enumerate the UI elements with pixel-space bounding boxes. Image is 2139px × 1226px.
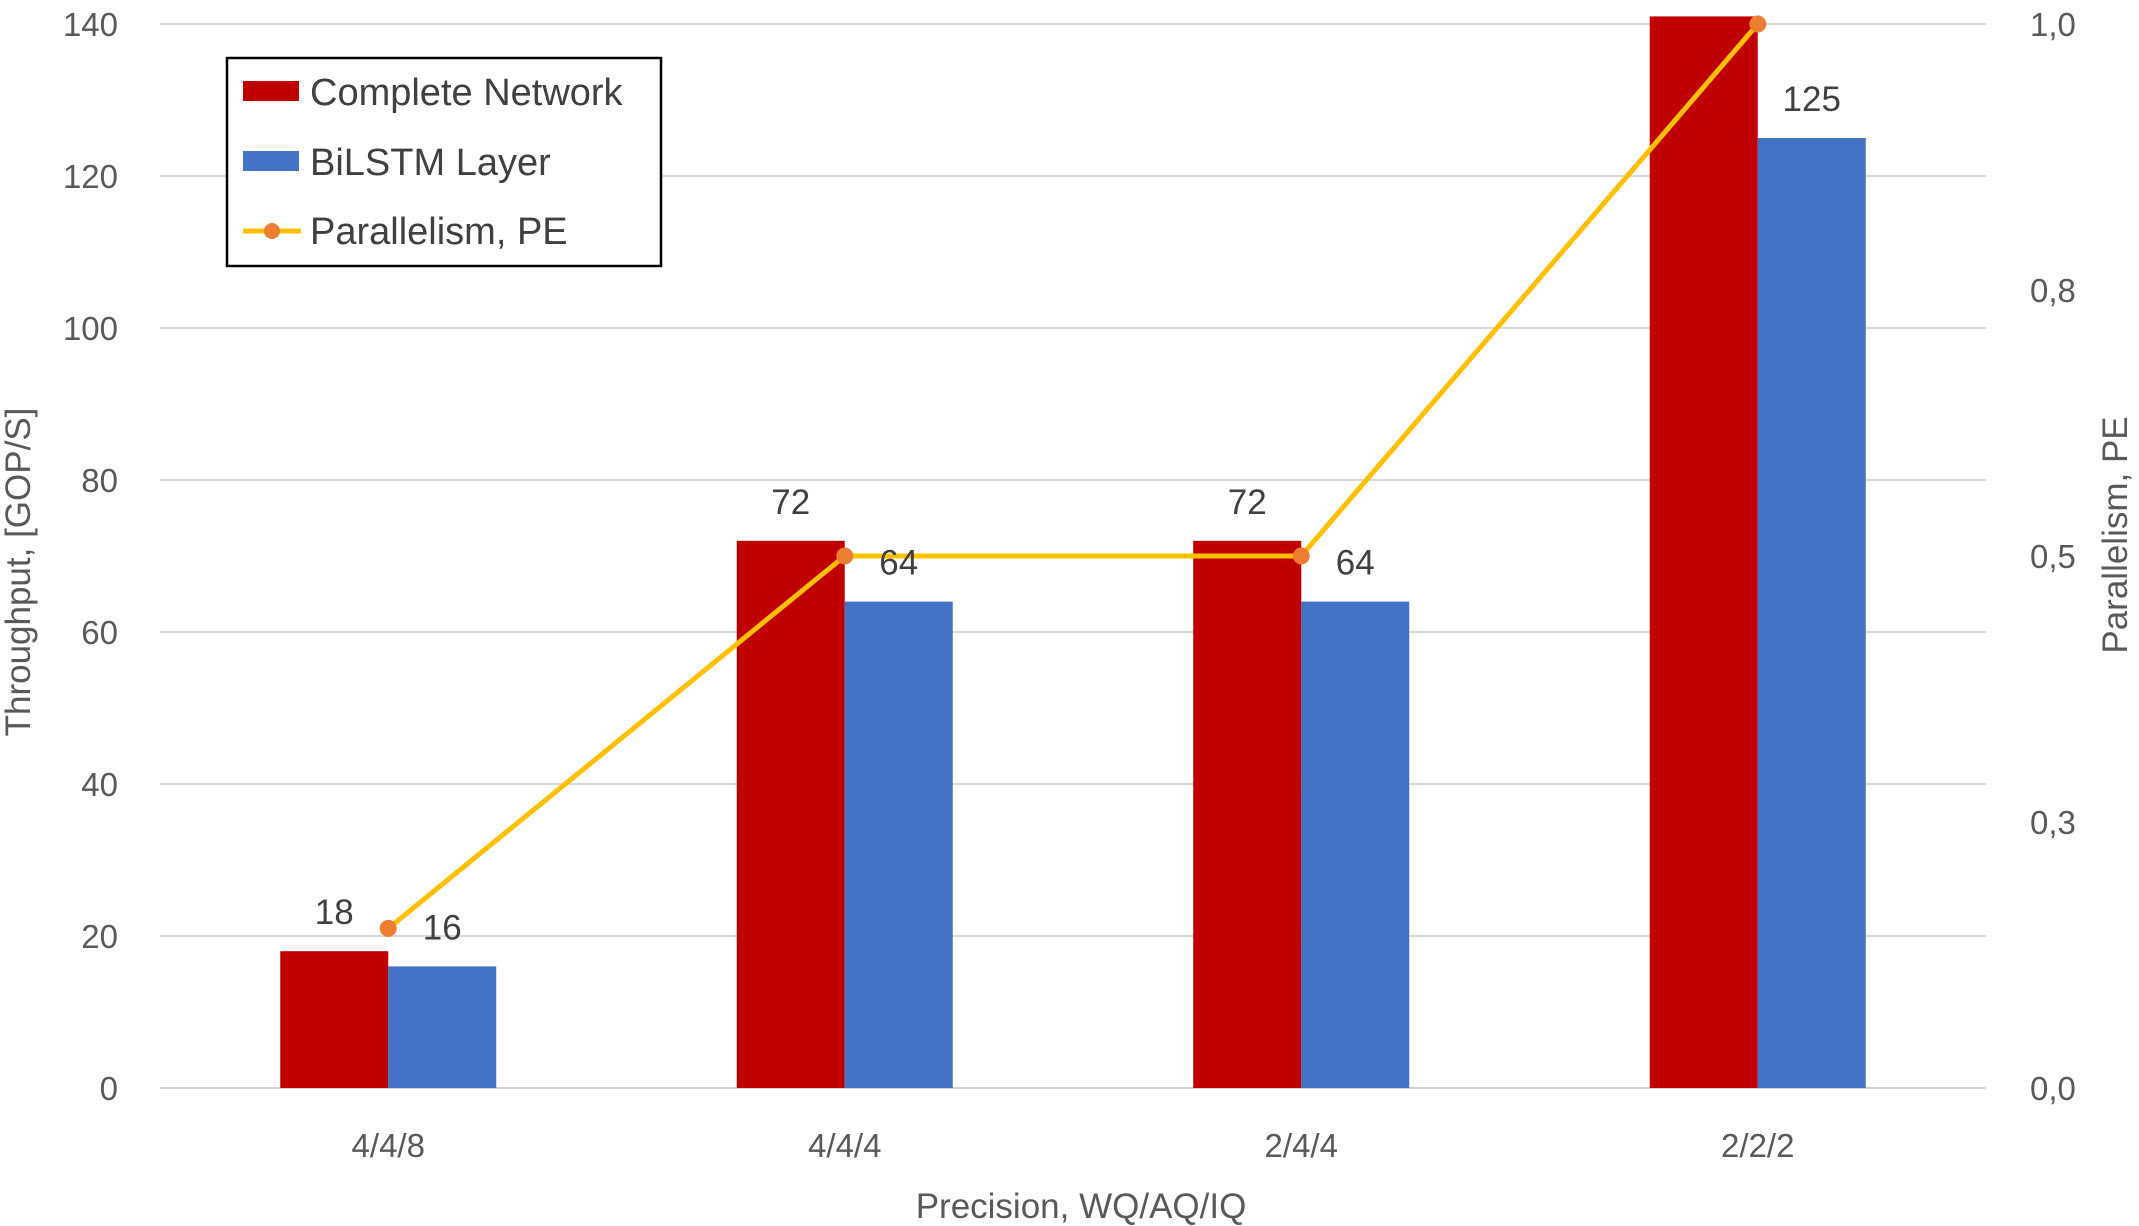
bar-complete-network (736, 540, 845, 1088)
y-tick-label: 40 (81, 766, 118, 803)
parallelism-point (1292, 547, 1310, 565)
legend-swatch-complete-network (243, 81, 299, 101)
bar-complete-network (1649, 16, 1758, 1088)
parallelism-point (1749, 15, 1767, 33)
y2-tick-label: 1,0 (2030, 6, 2076, 43)
legend-label-parallelism: Parallelism, PE (310, 211, 568, 253)
bar-complete-network (1193, 540, 1302, 1088)
parallelism-polyline (386, 22, 1760, 931)
bar-bilstm-layer (1301, 601, 1410, 1088)
data-labels: 187272141166464125 (315, 80, 1841, 947)
y-axis-title: Throughput, [GOP/S] (0, 408, 38, 737)
y-tick-label: 60 (81, 614, 118, 651)
y-tick-label: 0 (100, 1070, 118, 1107)
y-axis-ticks: 0 20 40 60 80 100 120 140 (63, 6, 118, 1107)
parallelism-line (379, 15, 1767, 937)
x-tick-label: 4/4/4 (808, 1127, 881, 1164)
y-tick-label: 100 (63, 310, 118, 347)
x-axis-title: Precision, WQ/AQ/IQ (916, 1187, 1247, 1226)
y2-tick-label: 0,8 (2030, 272, 2076, 309)
y-tick-label: 120 (63, 158, 118, 195)
bar-bilstm-layer (388, 966, 497, 1088)
legend-label-complete-network: Complete Network (310, 72, 624, 114)
x-tick-label: 2/2/2 (1721, 1127, 1794, 1164)
parallelism-point (836, 547, 854, 565)
bar-complete-network (280, 951, 389, 1088)
legend: Complete Network BiLSTM Layer Parallelis… (225, 56, 663, 268)
y2-tick-label: 0,0 (2030, 1070, 2076, 1107)
y2-axis-title: Parallelism, PE (2096, 416, 2135, 653)
y2-tick-label: 0,3 (2030, 804, 2076, 841)
y-tick-label: 140 (63, 6, 118, 43)
data-label: 16 (423, 908, 462, 947)
data-label: 125 (1783, 80, 1841, 119)
data-label: 64 (879, 544, 918, 583)
x-axis-ticks: 4/4/8 4/4/4 2/4/4 2/2/2 (352, 1127, 1795, 1164)
x-tick-label: 4/4/8 (352, 1127, 425, 1164)
bar-bilstm-layer (1757, 138, 1866, 1088)
legend-swatch-parallelism-marker (264, 223, 280, 239)
legend-swatch-bilstm-layer (243, 151, 299, 171)
x-tick-label: 2/4/4 (1265, 1127, 1338, 1164)
parallelism-point (379, 919, 397, 937)
legend-label-bilstm-layer: BiLSTM Layer (310, 142, 551, 184)
data-label: 18 (315, 893, 354, 932)
data-label: 64 (1336, 544, 1375, 583)
y-tick-label: 20 (81, 918, 118, 955)
y-tick-label: 80 (81, 462, 118, 499)
data-label: 72 (771, 483, 810, 522)
y2-axis-ticks: 0,0 0,3 0,5 0,8 1,0 (2030, 6, 2076, 1107)
bar-bilstm-layer (844, 601, 953, 1088)
data-label: 72 (1228, 483, 1267, 522)
y2-tick-label: 0,5 (2030, 538, 2076, 575)
